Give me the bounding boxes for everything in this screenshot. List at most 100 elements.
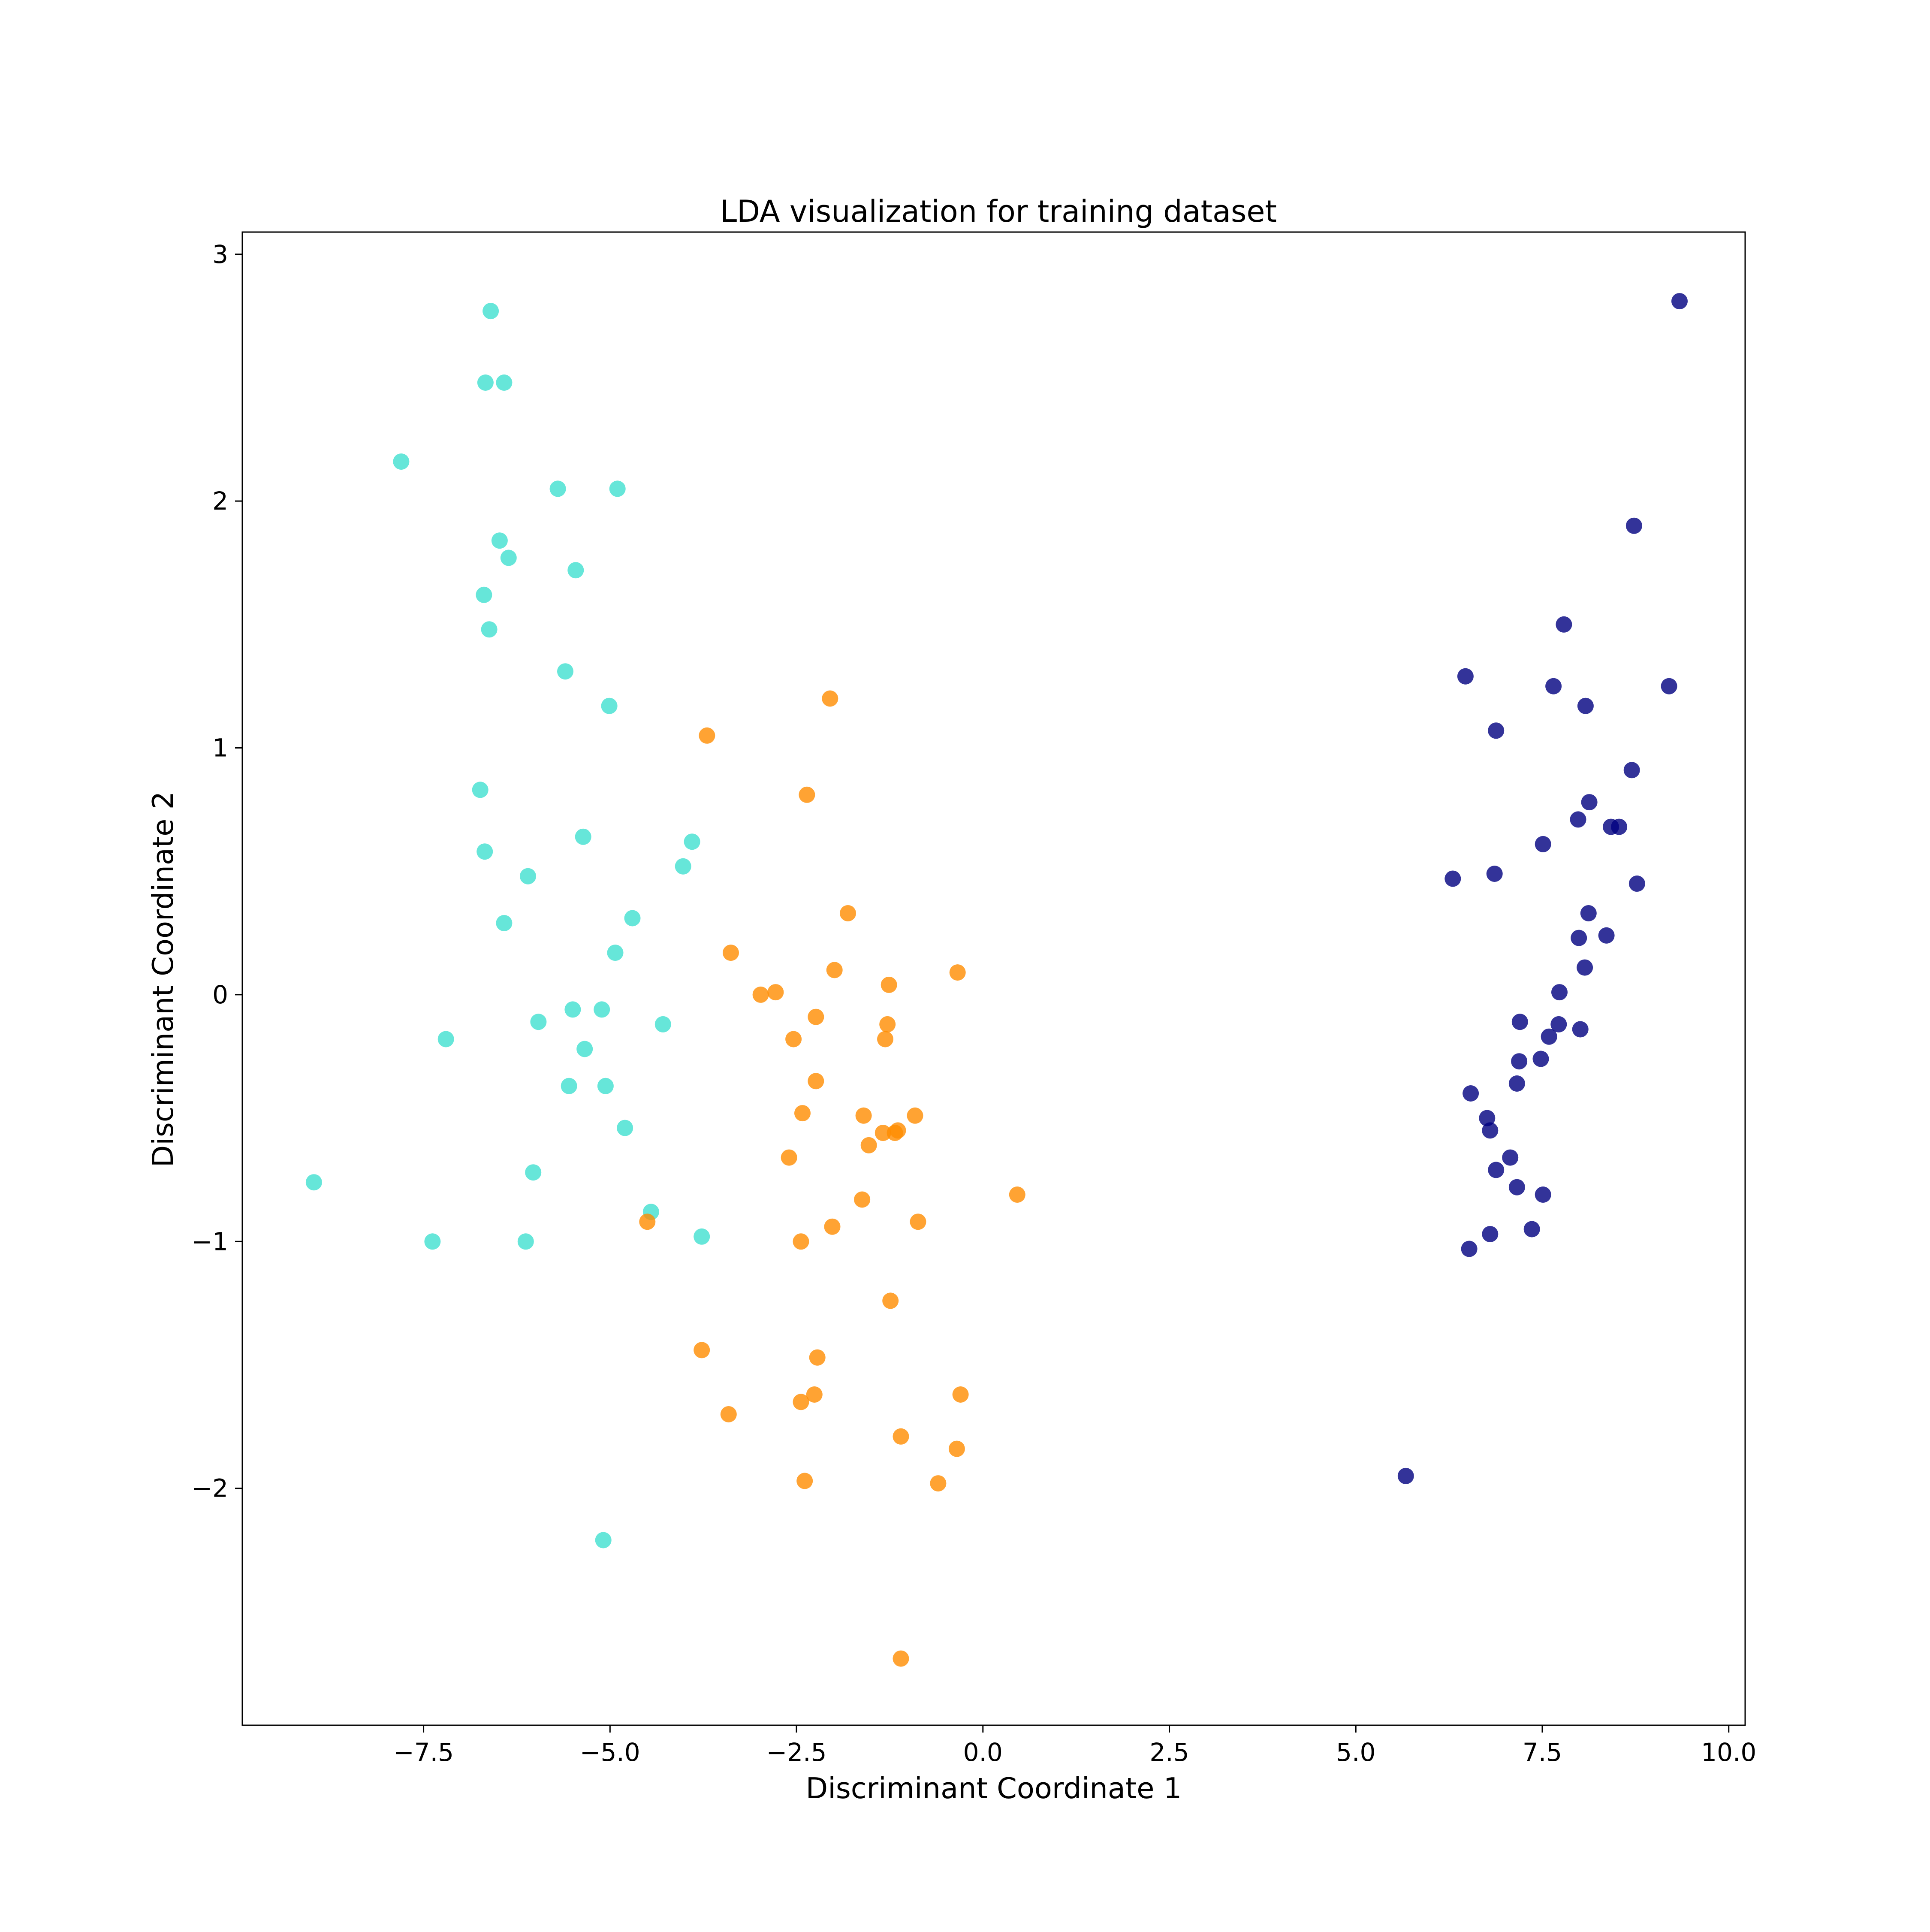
data-point-series-2-4 <box>840 905 856 921</box>
data-point-series-1-35 <box>694 1228 710 1245</box>
data-point-series-2-7 <box>949 964 966 981</box>
data-point-series-3-6 <box>1661 678 1677 694</box>
data-point-series-1-17 <box>684 833 700 850</box>
data-point-series-3-17 <box>1628 875 1645 892</box>
data-point-series-3-21 <box>1577 959 1593 976</box>
data-point-series-2-38 <box>948 1440 965 1457</box>
data-point-series-2-35 <box>952 1386 969 1403</box>
points-layer <box>305 293 1688 1667</box>
data-point-series-3-28 <box>1532 1051 1549 1067</box>
data-point-series-3-13 <box>1611 818 1628 835</box>
data-point-series-1-8 <box>500 549 517 566</box>
y-tick-label: −2 <box>192 1474 229 1503</box>
data-point-series-1-27 <box>437 1031 454 1048</box>
data-point-series-3-34 <box>1488 1162 1505 1178</box>
data-point-series-1-36 <box>424 1233 441 1250</box>
data-point-series-2-14 <box>877 1031 893 1048</box>
data-point-series-2-23 <box>781 1149 797 1166</box>
data-point-series-3-32 <box>1482 1122 1499 1139</box>
y-axis-label: Discriminant Coordinate 2 <box>146 791 180 1168</box>
data-point-series-1-10 <box>476 586 492 603</box>
data-point-series-2-37 <box>893 1428 909 1445</box>
data-point-series-2-19 <box>875 1125 891 1141</box>
data-point-series-3-24 <box>1550 1016 1567 1032</box>
data-point-series-3-2 <box>1625 517 1642 534</box>
data-point-series-3-11 <box>1570 811 1586 828</box>
data-point-series-3-39 <box>1461 1241 1478 1257</box>
data-point-series-3-9 <box>1623 762 1640 779</box>
data-point-series-3-14 <box>1535 836 1551 852</box>
data-point-series-3-22 <box>1551 984 1568 1001</box>
data-point-series-2-30 <box>882 1292 899 1309</box>
data-point-series-1-7 <box>491 532 508 549</box>
data-point-series-1-1 <box>482 303 499 320</box>
data-point-series-3-30 <box>1463 1085 1479 1102</box>
data-point-series-3-31 <box>1479 1110 1496 1126</box>
y-axis-ticks: 3 2 1 0 −1 −2 <box>192 240 242 1503</box>
data-point-series-3-27 <box>1511 1053 1528 1070</box>
x-axis-label: Discriminant Coordinate 1 <box>806 1772 1182 1805</box>
y-tick-label: 2 <box>212 486 228 516</box>
x-axis-ticks: −7.5 −5.0 −2.5 0.0 2.5 5.0 7.5 10.0 <box>393 1725 1756 1767</box>
data-point-series-3-20 <box>1598 927 1615 944</box>
data-point-series-1-25 <box>530 1014 547 1030</box>
data-point-series-3-33 <box>1502 1149 1519 1166</box>
data-point-series-3-5 <box>1545 678 1562 694</box>
data-point-series-3-25 <box>1572 1021 1589 1038</box>
data-point-series-1-22 <box>607 945 624 961</box>
data-point-series-1-18 <box>675 858 691 875</box>
data-point-series-3-7 <box>1577 697 1594 714</box>
data-point-series-3-10 <box>1581 794 1598 811</box>
data-point-series-1-28 <box>576 1041 593 1057</box>
data-point-series-2-32 <box>809 1349 826 1366</box>
data-point-series-1-16 <box>575 828 591 845</box>
data-point-series-2-2 <box>699 727 715 744</box>
data-point-series-2-40 <box>930 1475 947 1492</box>
x-tick-label: −2.5 <box>766 1738 827 1767</box>
y-tick-label: 1 <box>212 734 228 763</box>
x-tick-label: 0.0 <box>963 1738 1003 1767</box>
y-tick-label: −1 <box>192 1227 229 1256</box>
data-point-series-2-25 <box>1009 1186 1025 1203</box>
data-point-series-1-20 <box>496 915 513 931</box>
data-point-series-1-21 <box>624 910 641 927</box>
y-tick-label: 3 <box>212 240 228 269</box>
data-point-series-1-6 <box>609 480 626 497</box>
data-point-series-2-1 <box>822 690 838 707</box>
data-point-series-2-10 <box>881 976 897 993</box>
data-point-series-3-36 <box>1535 1186 1551 1203</box>
data-point-series-2-18 <box>907 1107 923 1124</box>
data-point-series-1-30 <box>597 1078 614 1094</box>
data-point-series-3-26 <box>1541 1028 1557 1045</box>
data-point-series-2-29 <box>793 1233 809 1250</box>
data-point-series-2-21 <box>890 1122 906 1139</box>
data-point-series-2-26 <box>639 1214 656 1230</box>
data-point-series-2-39 <box>796 1473 813 1489</box>
data-point-series-3-4 <box>1457 668 1474 685</box>
x-tick-label: −5.0 <box>580 1738 640 1767</box>
data-point-series-3-18 <box>1580 905 1597 921</box>
data-point-series-2-16 <box>794 1105 811 1122</box>
y-tick-label: 0 <box>212 980 228 1009</box>
data-point-series-2-13 <box>785 1031 802 1048</box>
data-point-series-1-32 <box>525 1164 542 1181</box>
data-point-series-3-1 <box>1671 293 1688 310</box>
data-point-series-3-15 <box>1444 870 1461 887</box>
data-point-series-1-11 <box>481 621 498 638</box>
data-point-series-2-12 <box>879 1016 896 1032</box>
data-point-series-2-41 <box>893 1650 909 1667</box>
data-point-series-1-33 <box>305 1174 322 1191</box>
data-point-series-3-19 <box>1571 930 1587 946</box>
data-point-series-1-38 <box>595 1532 612 1549</box>
data-point-series-1-13 <box>601 697 618 714</box>
data-point-series-3-8 <box>1488 722 1505 739</box>
data-point-series-1-3 <box>496 374 513 391</box>
data-point-series-3-38 <box>1523 1221 1540 1238</box>
x-tick-label: 2.5 <box>1149 1738 1189 1767</box>
x-tick-label: 5.0 <box>1336 1738 1375 1767</box>
data-point-series-1-9 <box>567 562 584 579</box>
data-point-series-3-29 <box>1508 1075 1525 1092</box>
data-point-series-2-31 <box>694 1342 710 1358</box>
